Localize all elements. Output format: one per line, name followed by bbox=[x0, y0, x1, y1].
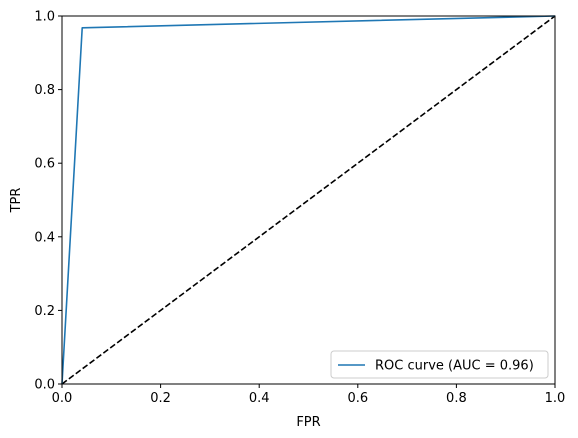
plot-frame bbox=[61, 15, 556, 385]
y-tick-label: 0.2 bbox=[34, 304, 55, 319]
plot-background bbox=[62, 16, 555, 384]
x-tick-label: 0.6 bbox=[347, 391, 368, 406]
legend-label-roc-curve: ROC curve (AUC = 0.96) bbox=[375, 359, 534, 374]
y-axis: 0.0 0.2 0.4 0.6 0.8 1.0 bbox=[34, 10, 62, 393]
y-axis-label: TPR bbox=[9, 188, 24, 214]
x-tick-label: 0.0 bbox=[52, 391, 73, 406]
y-tick-label: 1.0 bbox=[34, 10, 55, 25]
x-tick-label: 1.0 bbox=[545, 391, 566, 406]
series-line-roc-curve bbox=[61, 15, 556, 385]
series-line-diagonal bbox=[61, 15, 556, 385]
series-layer bbox=[61, 15, 556, 385]
x-tick-label: 0.8 bbox=[446, 391, 467, 406]
y-tick-label: 0.6 bbox=[34, 157, 55, 172]
y-tick-label: 0.8 bbox=[34, 83, 55, 98]
y-tick-label: 0.4 bbox=[34, 230, 55, 245]
legend-box bbox=[330, 350, 549, 379]
plot-area bbox=[62, 16, 555, 384]
x-axis: 0.0 0.2 0.4 0.6 0.8 1.0 bbox=[52, 384, 566, 406]
x-tick-label: 0.4 bbox=[249, 391, 270, 406]
x-tick-label: 0.2 bbox=[150, 391, 171, 406]
y-tick-label: 0.0 bbox=[34, 378, 55, 393]
x-axis-label: FPR bbox=[296, 415, 320, 430]
legend: ROC curve (AUC = 0.96) bbox=[330, 350, 549, 379]
